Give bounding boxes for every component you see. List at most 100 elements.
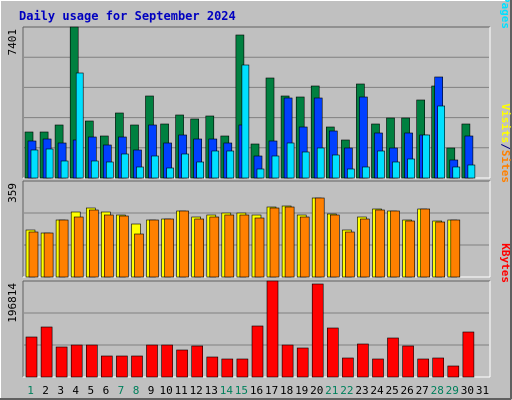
x-tick-label-day-17: 17: [265, 384, 278, 397]
bar-pages-day-9: [151, 155, 159, 179]
x-tick-label-day-28: 28: [431, 384, 444, 397]
bar-pages-day-13: [211, 150, 220, 179]
panel-3: 196814 KBytes: [6, 243, 512, 378]
axis-title: KBytes: [499, 243, 512, 283]
x-tick-label-day-22: 22: [340, 384, 353, 397]
bar-kbytes-day-12: [191, 345, 203, 378]
panel-2: 359 Visits/Sites: [6, 104, 512, 278]
bar-pages-day-1: [30, 149, 39, 179]
bar-kbytes-day-16: [251, 325, 264, 378]
axis-title-part: Visits: [499, 104, 512, 144]
bar-pages-day-29: [452, 166, 461, 179]
bar-pages-day-21: [331, 154, 340, 179]
bar-pages-day-24: [377, 150, 385, 179]
bar-sites-day-10: [164, 218, 174, 278]
bar-kbytes-day-2: [40, 326, 53, 378]
bar-sites-day-11: [179, 210, 189, 278]
axis-title: Visits/Sites: [499, 104, 512, 184]
bar-sites-day-20: [314, 197, 325, 278]
axis-max-label: 359: [6, 183, 19, 203]
bar-kbytes-day-30: [462, 331, 475, 378]
bar-pages-day-5: [91, 160, 99, 179]
x-tick-label-day-1: 1: [27, 384, 34, 397]
bar-kbytes-day-5: [86, 344, 98, 378]
bar-kbytes-day-26: [402, 345, 414, 378]
bar-pages-day-18: [286, 142, 295, 179]
bar-pages-day-20: [316, 147, 325, 179]
x-tick-label-day-5: 5: [87, 384, 94, 397]
bar-kbytes-day-27: [417, 358, 430, 378]
bar-pages-day-28: [437, 105, 446, 179]
x-tick-label-day-20: 20: [310, 384, 323, 397]
bar-sites-day-23: [360, 218, 370, 278]
axis-max-label: 7401: [6, 29, 19, 56]
x-tick-label-day-24: 24: [370, 384, 384, 397]
bar-pages-day-10: [166, 167, 174, 179]
x-tick-label-day-2: 2: [42, 384, 49, 397]
bar-sites-day-4: [73, 216, 84, 278]
x-tick-label-day-10: 10: [159, 384, 172, 397]
bar-kbytes-day-19: [296, 347, 309, 378]
bar-sites-day-21: [329, 214, 340, 278]
bar-kbytes-day-17: [266, 280, 279, 378]
bar-sites-day-6: [104, 214, 114, 278]
bar-pages-day-27: [422, 134, 431, 179]
x-tick-label-day-18: 18: [280, 384, 293, 397]
bar-sites-day-24: [375, 209, 385, 278]
bar-pages-day-17: [271, 155, 280, 179]
x-tick-label-day-3: 3: [57, 384, 64, 397]
bar-pages-day-8: [136, 166, 144, 179]
bar-pages-day-12: [196, 161, 204, 179]
bar-sites-day-22: [345, 231, 355, 278]
x-tick-label-day-4: 4: [72, 384, 79, 397]
bar-sites-day-14: [224, 214, 235, 278]
bar-pages-day-25: [392, 161, 400, 179]
x-tick-label-day-9: 9: [148, 384, 155, 397]
bar-sites-day-18: [284, 206, 295, 278]
bar-files-day-23: [359, 96, 368, 179]
bar-sites-day-1: [28, 231, 39, 278]
x-tick-label-day-25: 25: [385, 384, 398, 397]
bar-kbytes-day-13: [206, 356, 219, 378]
bar-sites-day-17: [269, 207, 280, 278]
bar-sites-day-2: [43, 232, 54, 278]
x-tick-label-day-19: 19: [295, 384, 308, 397]
bar-kbytes-day-14: [221, 358, 234, 378]
bar-sites-day-29: [450, 219, 461, 278]
bar-kbytes-day-21: [326, 327, 339, 378]
bar-kbytes-day-8: [131, 355, 143, 378]
x-tick-label-day-11: 11: [175, 384, 188, 397]
x-tick-label-day-14: 14: [220, 384, 234, 397]
bar-pages-day-19: [301, 151, 310, 179]
chart-title: Daily usage for September 2024: [19, 9, 236, 23]
bar-sites-day-9: [149, 219, 159, 278]
x-tick-label-day-26: 26: [400, 384, 413, 397]
bar-sites-day-5: [89, 209, 99, 278]
bar-sites-day-28: [435, 221, 446, 278]
bar-kbytes-day-7: [116, 355, 128, 378]
bar-kbytes-day-11: [176, 349, 188, 378]
bar-sites-day-13: [209, 216, 220, 278]
bar-pages-day-14: [226, 150, 235, 179]
bar-kbytes-day-15: [236, 358, 249, 378]
bar-pages-day-16: [256, 168, 265, 179]
bar-kbytes-day-23: [357, 343, 369, 378]
x-tick-label-day-12: 12: [190, 384, 203, 397]
panel-1: 7401 Hits/Files/Pages: [6, 0, 512, 179]
bar-kbytes-day-4: [70, 344, 83, 378]
bar-pages-day-15: [241, 64, 250, 179]
axis-title-part: KBytes: [499, 243, 512, 283]
x-tick-label-day-23: 23: [355, 384, 368, 397]
bar-kbytes-day-6: [101, 355, 113, 378]
bar-sites-day-16: [254, 217, 265, 278]
bar-pages-day-23: [362, 166, 370, 179]
bar-kbytes-day-24: [372, 358, 384, 378]
bar-sites-day-19: [299, 216, 310, 278]
bar-kbytes-day-22: [342, 357, 354, 378]
bar-kbytes-day-9: [146, 344, 158, 378]
bar-kbytes-day-20: [311, 283, 324, 378]
x-tick-label-day-16: 16: [250, 384, 263, 397]
x-tick-label-day-13: 13: [205, 384, 218, 397]
x-tick-label-day-6: 6: [103, 384, 110, 397]
